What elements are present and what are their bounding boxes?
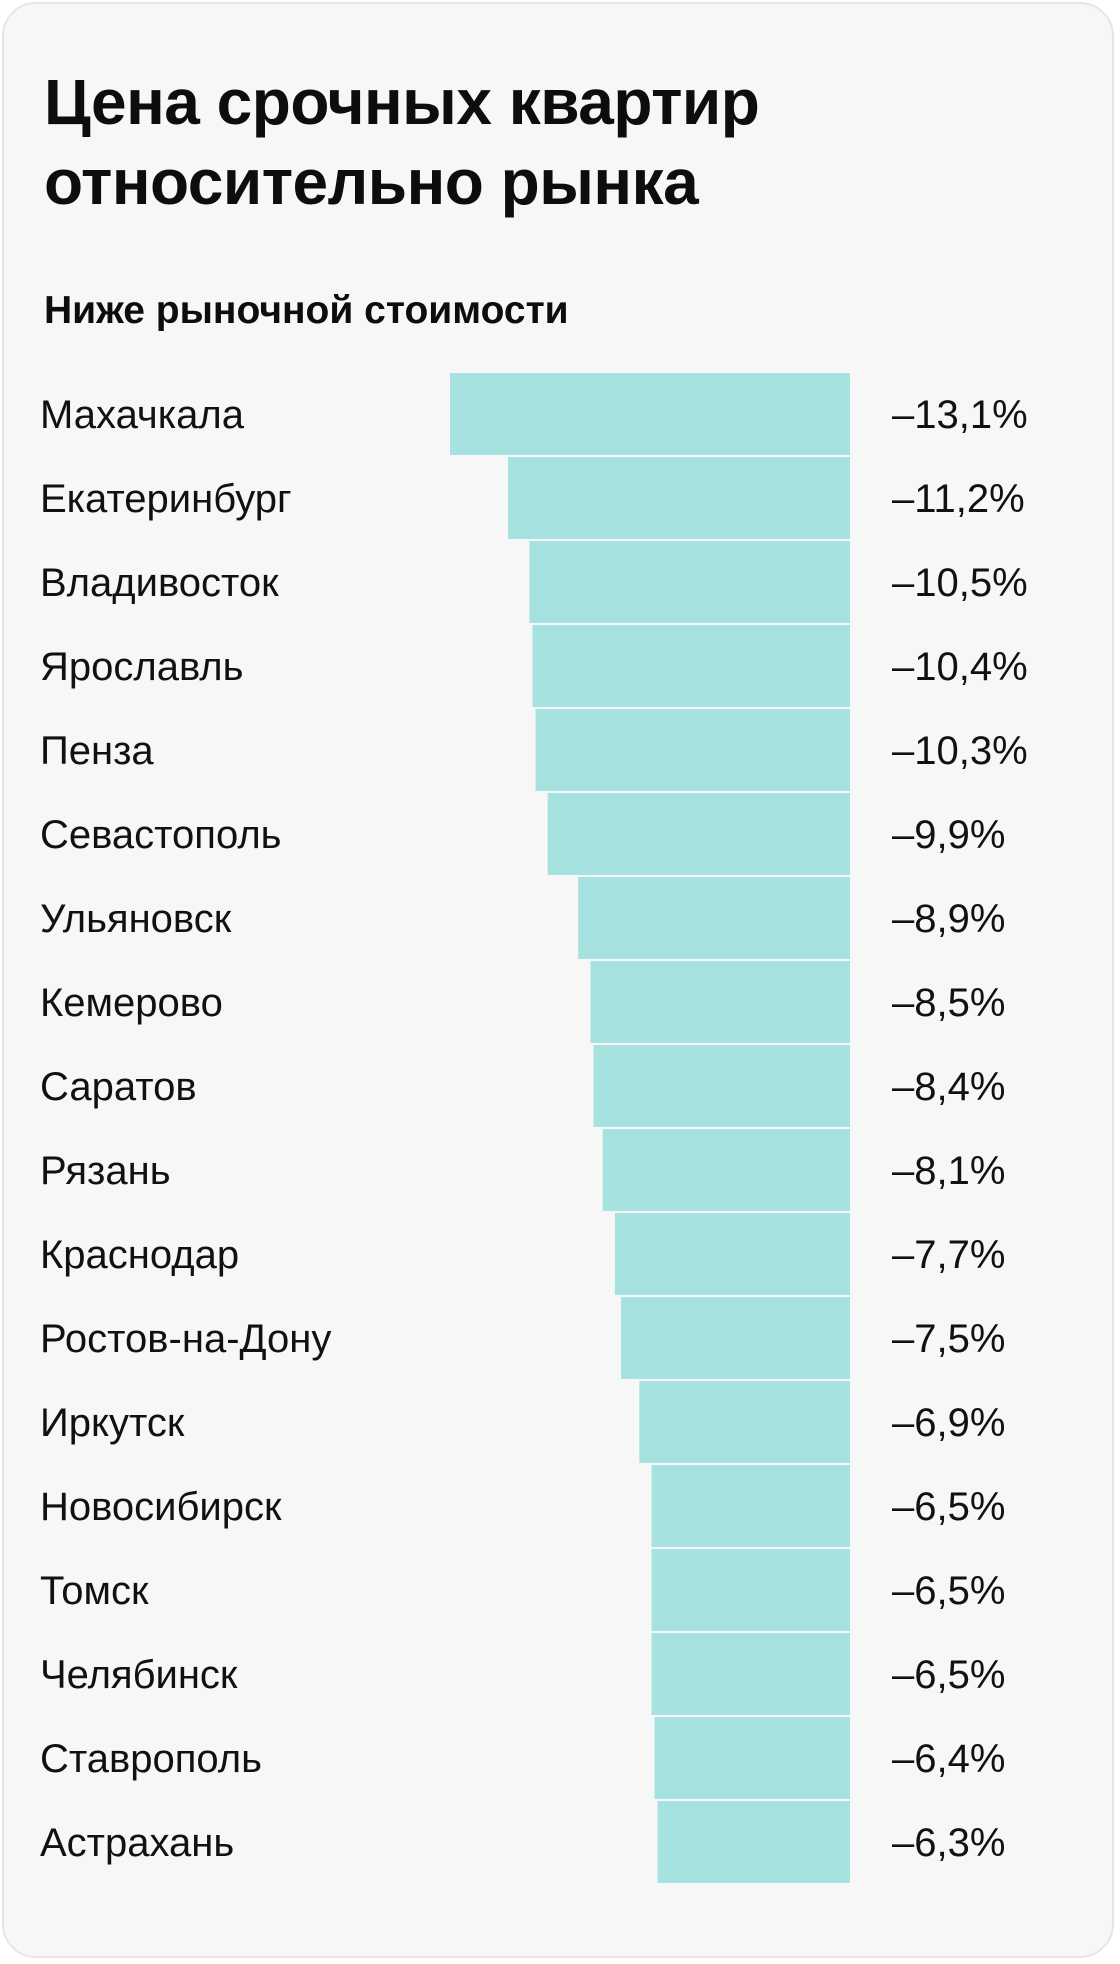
bar — [578, 877, 850, 959]
bar — [654, 1717, 850, 1799]
value-label: –11,2% — [892, 477, 1025, 521]
category-label: Саратов — [40, 1065, 197, 1109]
category-labels-group: Махачкала Екатеринбург Владивосток Ярославл… — [40, 393, 331, 1865]
bar — [621, 1297, 850, 1379]
value-label: –6,5% — [892, 1569, 1005, 1613]
category-label: Кемерово — [40, 981, 223, 1025]
category-label: Томск — [40, 1569, 149, 1613]
category-label: Ярославль — [40, 645, 243, 689]
bar — [614, 1213, 850, 1295]
bar — [651, 1465, 850, 1547]
category-label: Астрахань — [40, 1821, 234, 1865]
category-label: Иркутск — [40, 1401, 185, 1445]
bar — [547, 793, 850, 875]
value-label: –6,4% — [892, 1737, 1005, 1781]
bar — [590, 961, 850, 1043]
category-label: Пенза — [40, 729, 154, 773]
value-label: –7,7% — [892, 1233, 1005, 1277]
value-label: –8,4% — [892, 1065, 1005, 1109]
category-label: Ульяновск — [40, 897, 232, 941]
bar — [651, 1633, 850, 1715]
value-label: –8,5% — [892, 981, 1005, 1025]
value-label: –13,1% — [892, 393, 1028, 437]
bar — [657, 1801, 850, 1883]
bars-group — [450, 373, 850, 1883]
category-label: Махачкала — [40, 393, 245, 437]
bar — [651, 1549, 850, 1631]
bar — [508, 457, 850, 539]
value-label: –6,5% — [892, 1485, 1005, 1529]
value-label: –8,9% — [892, 897, 1005, 941]
value-label: –6,9% — [892, 1401, 1005, 1445]
chart-subtitle: Ниже рыночной стоимости — [44, 289, 569, 332]
bar — [532, 625, 850, 707]
bar — [602, 1129, 850, 1211]
category-label: Краснодар — [40, 1233, 239, 1277]
category-label: Ростов-на-Дону — [40, 1317, 331, 1361]
value-label: –8,1% — [892, 1149, 1005, 1193]
value-labels-group: –13,1% –11,2% –10,5% –10,4% –10,3% –9,9% –8,9%… — [892, 393, 1028, 1865]
bar — [450, 373, 850, 455]
value-label: –10,5% — [892, 561, 1028, 605]
category-label: Екатеринбург — [40, 477, 292, 521]
value-label: –10,4% — [892, 645, 1028, 689]
category-label: Севастополь — [40, 813, 282, 857]
chart-title: Цена срочных квартир относительно рынка — [44, 66, 760, 218]
category-label: Ставрополь — [40, 1737, 262, 1781]
bar — [535, 709, 850, 791]
category-label: Новосибирск — [40, 1485, 282, 1529]
category-label: Владивосток — [40, 561, 279, 605]
bar — [529, 541, 850, 623]
bar — [593, 1045, 850, 1127]
value-label: –7,5% — [892, 1317, 1005, 1361]
category-label: Рязань — [40, 1149, 171, 1193]
value-label: –9,9% — [892, 813, 1005, 857]
bar — [639, 1381, 850, 1463]
value-label: –6,3% — [892, 1821, 1005, 1865]
category-label: Челябинск — [40, 1653, 238, 1697]
value-label: –10,3% — [892, 729, 1028, 773]
value-label: –6,5% — [892, 1653, 1005, 1697]
